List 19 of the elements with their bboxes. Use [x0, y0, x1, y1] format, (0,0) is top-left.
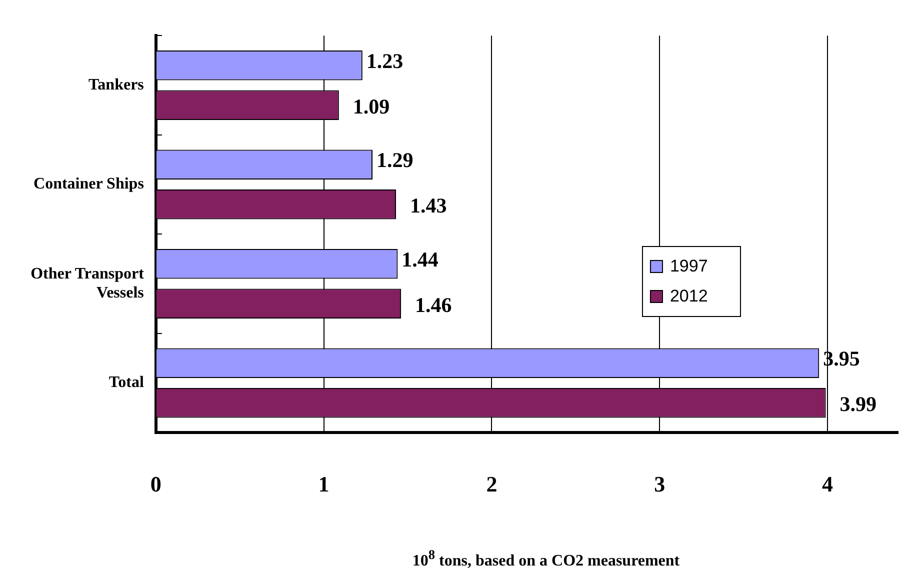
- x-tick-label: 1: [318, 471, 330, 496]
- x-tick-label: 2: [486, 471, 498, 496]
- y-tick-label: Other Transport Vessels: [30, 265, 145, 302]
- x-tick-label: 3: [654, 471, 666, 496]
- y-tick-label: Total: [108, 374, 144, 392]
- y-tick-label: Tankers: [88, 76, 144, 94]
- x-axis-title: 10$^{8}$ tons, based on a CO2 measurement: [411, 547, 681, 570]
- x-tick-label: 0: [150, 471, 162, 496]
- legend-label: 2012: [670, 286, 708, 306]
- x-tick-label: 4: [822, 471, 833, 496]
- data-label: 1.46: [415, 292, 452, 317]
- data-label: 1.23: [366, 48, 404, 73]
- data-label: 1.29: [376, 148, 414, 172]
- data-label: 3.99: [840, 392, 877, 416]
- data-label: 1.43: [410, 194, 447, 218]
- legend-label: 1997: [670, 256, 708, 276]
- data-label: 1.09: [352, 94, 390, 118]
- y-tick-label: Container Ships: [34, 176, 144, 193]
- data-label: 1.44: [402, 247, 439, 272]
